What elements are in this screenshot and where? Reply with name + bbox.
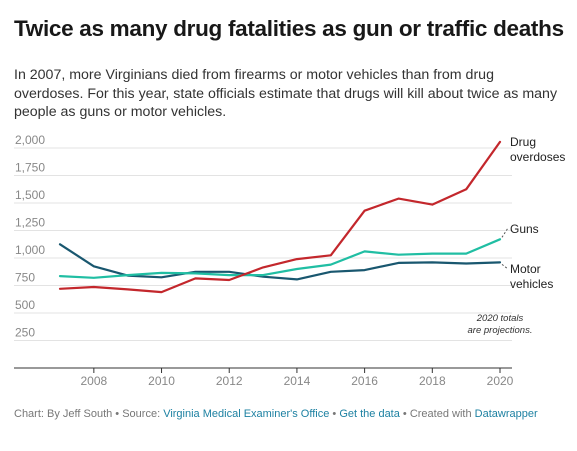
annotation-text: 2020 totals: [476, 313, 524, 324]
series-label-motor: Motor: [510, 262, 541, 276]
source-link[interactable]: Virginia Medical Examiner's Office: [163, 408, 329, 420]
y-tick-label: 250: [15, 326, 35, 340]
y-tick-label: 2,000: [15, 133, 45, 147]
series-line-guns: [60, 239, 500, 277]
x-tick-label: 2008: [80, 374, 107, 388]
series-label-motor: vehicles: [510, 277, 553, 291]
footer-separator: •: [329, 408, 339, 420]
series-lines: [60, 142, 500, 292]
x-tick-label: 2018: [419, 374, 446, 388]
y-tick-label: 500: [15, 298, 35, 312]
footer-separator: •: [112, 408, 122, 420]
y-axis-ticks: 250 500 750 1,000 1,250 1,500 1,750 2,000: [15, 133, 45, 340]
datawrapper-link[interactable]: Datawrapper: [475, 408, 538, 420]
y-tick-label: 1,250: [15, 216, 45, 230]
footer-credit: Chart: By Jeff South: [14, 408, 112, 420]
series-label-drug: overdoses: [510, 150, 565, 164]
get-the-data-link[interactable]: Get the data: [339, 408, 400, 420]
y-tick-label: 1,500: [15, 188, 45, 202]
chart-footer: Chart: By Jeff South • Source: Virginia …: [14, 408, 570, 420]
x-tick-label: 2010: [148, 374, 175, 388]
series-label-guns: Guns: [510, 222, 539, 236]
annotation-text: are projections.: [468, 325, 533, 336]
footer-created-label: Created with: [410, 408, 475, 420]
y-tick-label: 1,000: [15, 243, 45, 257]
label-connector-guns: [502, 228, 508, 237]
y-tick-label: 1,750: [15, 161, 45, 175]
series-label-drug: Drug: [510, 135, 536, 149]
footer-source-label: Source:: [122, 408, 163, 420]
x-tick-label: 2016: [351, 374, 378, 388]
y-tick-label: 750: [15, 271, 35, 285]
x-tick-label: 2014: [284, 374, 311, 388]
footer-separator: •: [400, 408, 410, 420]
x-tick-label: 2012: [216, 374, 243, 388]
label-connector-motor: [502, 264, 508, 269]
gridlines: [14, 148, 512, 368]
series-line-drug: [60, 142, 500, 292]
x-tick-label: 2020: [487, 374, 514, 388]
x-axis-ticks: 2008 2010 2012 2014 2016 2018 2020: [80, 368, 513, 388]
